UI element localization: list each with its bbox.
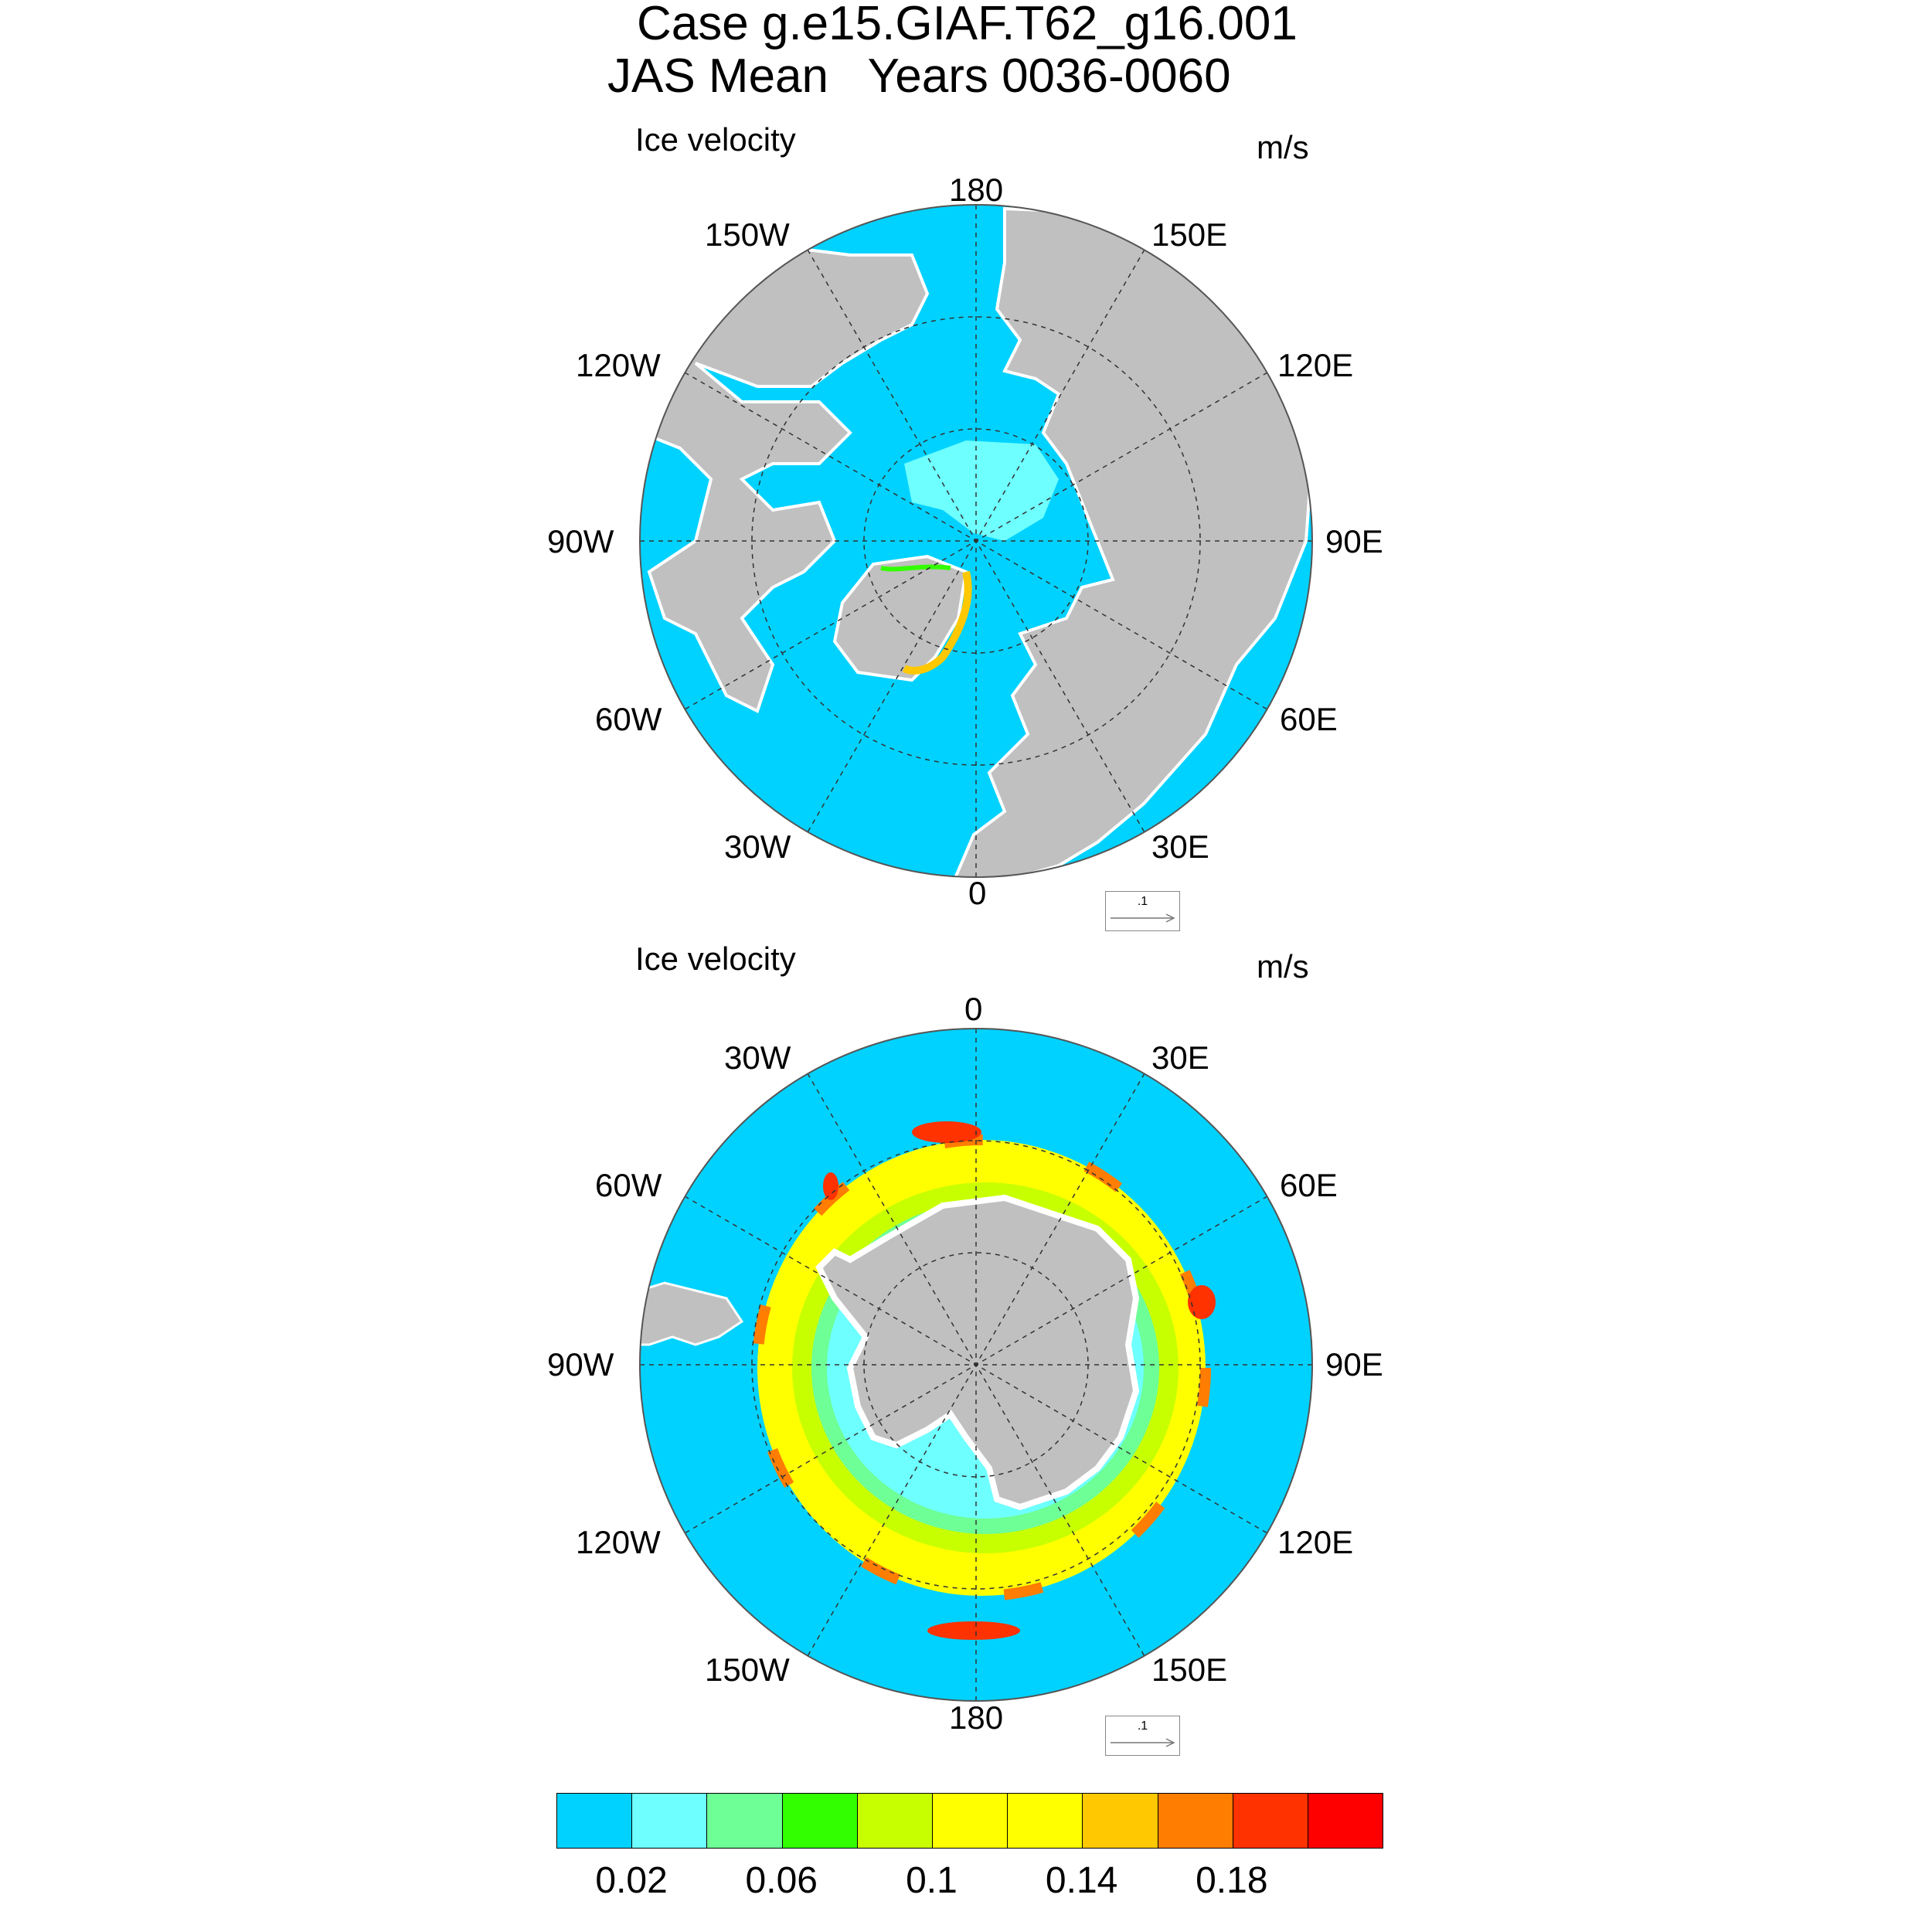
north-lon-label-60e: 60E (1280, 701, 1338, 737)
north-lon-label-60w: 60W (595, 701, 662, 737)
south-reference-vector: .1 (1105, 1716, 1180, 1756)
south-lon-label-right: 90E (1325, 1346, 1383, 1383)
south-lon-label-120w: 120W (576, 1524, 661, 1560)
south-land-south-america (640, 1281, 744, 1346)
colorbar-swatch (707, 1794, 783, 1848)
north-land-eurasia (947, 206, 1312, 877)
south-lon-label-60e: 60E (1280, 1167, 1338, 1203)
colorbar-swatch (782, 1794, 858, 1848)
north-lon-label-30e: 30E (1151, 828, 1209, 865)
plot-title-case: Case g.e15.GIAF.T62_g16.001 (637, 0, 1298, 50)
north-fast-ice-band (902, 570, 972, 675)
south-lon-label-60w: 60W (595, 1167, 662, 1203)
south-lon-label-left: 90W (547, 1346, 614, 1383)
colorbar-tick-label: 0.02 (595, 1860, 668, 1901)
colorbar-swatch (557, 1794, 633, 1848)
north-lon-label-left: 90W (547, 523, 614, 560)
north-lon-label-150e: 150E (1151, 216, 1228, 253)
colorbar-swatch (1008, 1794, 1083, 1848)
colorbar-swatch (1308, 1794, 1383, 1848)
south-lon-label-30e: 30E (1151, 1039, 1209, 1076)
north-units-label: m/s (1257, 129, 1309, 165)
north-map-canvas (639, 204, 1313, 878)
south-lon-label-150e: 150E (1151, 1651, 1228, 1688)
north-lon-label-right: 90E (1325, 523, 1383, 560)
north-lon-label-120w: 120W (576, 347, 661, 383)
north-lon-label-120e: 120E (1277, 347, 1354, 383)
plot-title-period: JAS Mean Years 0036-0060 (607, 49, 1231, 103)
colorbar (556, 1793, 1383, 1849)
north-reference-vector: .1 (1105, 891, 1180, 931)
colorbar-tick-label: 0.1 (906, 1860, 957, 1901)
north-polar-map: Ice velocity m/s (0, 0, 1932, 958)
north-arctic-ice (904, 440, 1059, 541)
south-variable-label: Ice velocity (635, 940, 796, 977)
north-reference-vector-label: .1 (1137, 895, 1148, 908)
south-lon-label-120e: 120E (1277, 1524, 1354, 1560)
south-land-antarctica (815, 1194, 1140, 1511)
colorbar-swatch (632, 1794, 708, 1848)
colorbar-tick-label: 0.14 (1045, 1860, 1118, 1901)
south-polar-map: Ice velocity m/s (0, 943, 1932, 1770)
north-lon-label-150w: 150W (705, 216, 790, 253)
north-graticule (640, 205, 1312, 877)
south-lon-label-150w: 150W (705, 1651, 790, 1688)
south-lon-label-top: 0 (964, 991, 983, 1027)
colorbar-tick-label: 0.18 (1196, 1860, 1268, 1901)
south-lon-label-30w: 30W (724, 1039, 791, 1076)
south-graticule (640, 1029, 1312, 1701)
south-units-label: m/s (1257, 948, 1309, 985)
north-lon-label-30w: 30W (724, 828, 791, 865)
north-lon-label-top: 180 (949, 172, 1004, 208)
south-ice-hotspot (912, 1121, 981, 1143)
colorbar-tick-label: 0.06 (745, 1860, 818, 1901)
colorbar-swatch (1233, 1794, 1308, 1848)
north-land-north-america (640, 245, 930, 713)
colorbar-swatch (1083, 1794, 1158, 1848)
south-reference-vector-label: .1 (1137, 1719, 1148, 1733)
colorbar-swatch (1158, 1794, 1233, 1848)
colorbar-swatch (857, 1794, 933, 1848)
north-lon-label-bottom: 0 (968, 875, 987, 911)
south-lon-label-bottom: 180 (949, 1699, 1004, 1736)
north-variable-label: Ice velocity (635, 121, 796, 158)
colorbar-swatch (932, 1794, 1009, 1848)
south-map-canvas (639, 1028, 1313, 1702)
